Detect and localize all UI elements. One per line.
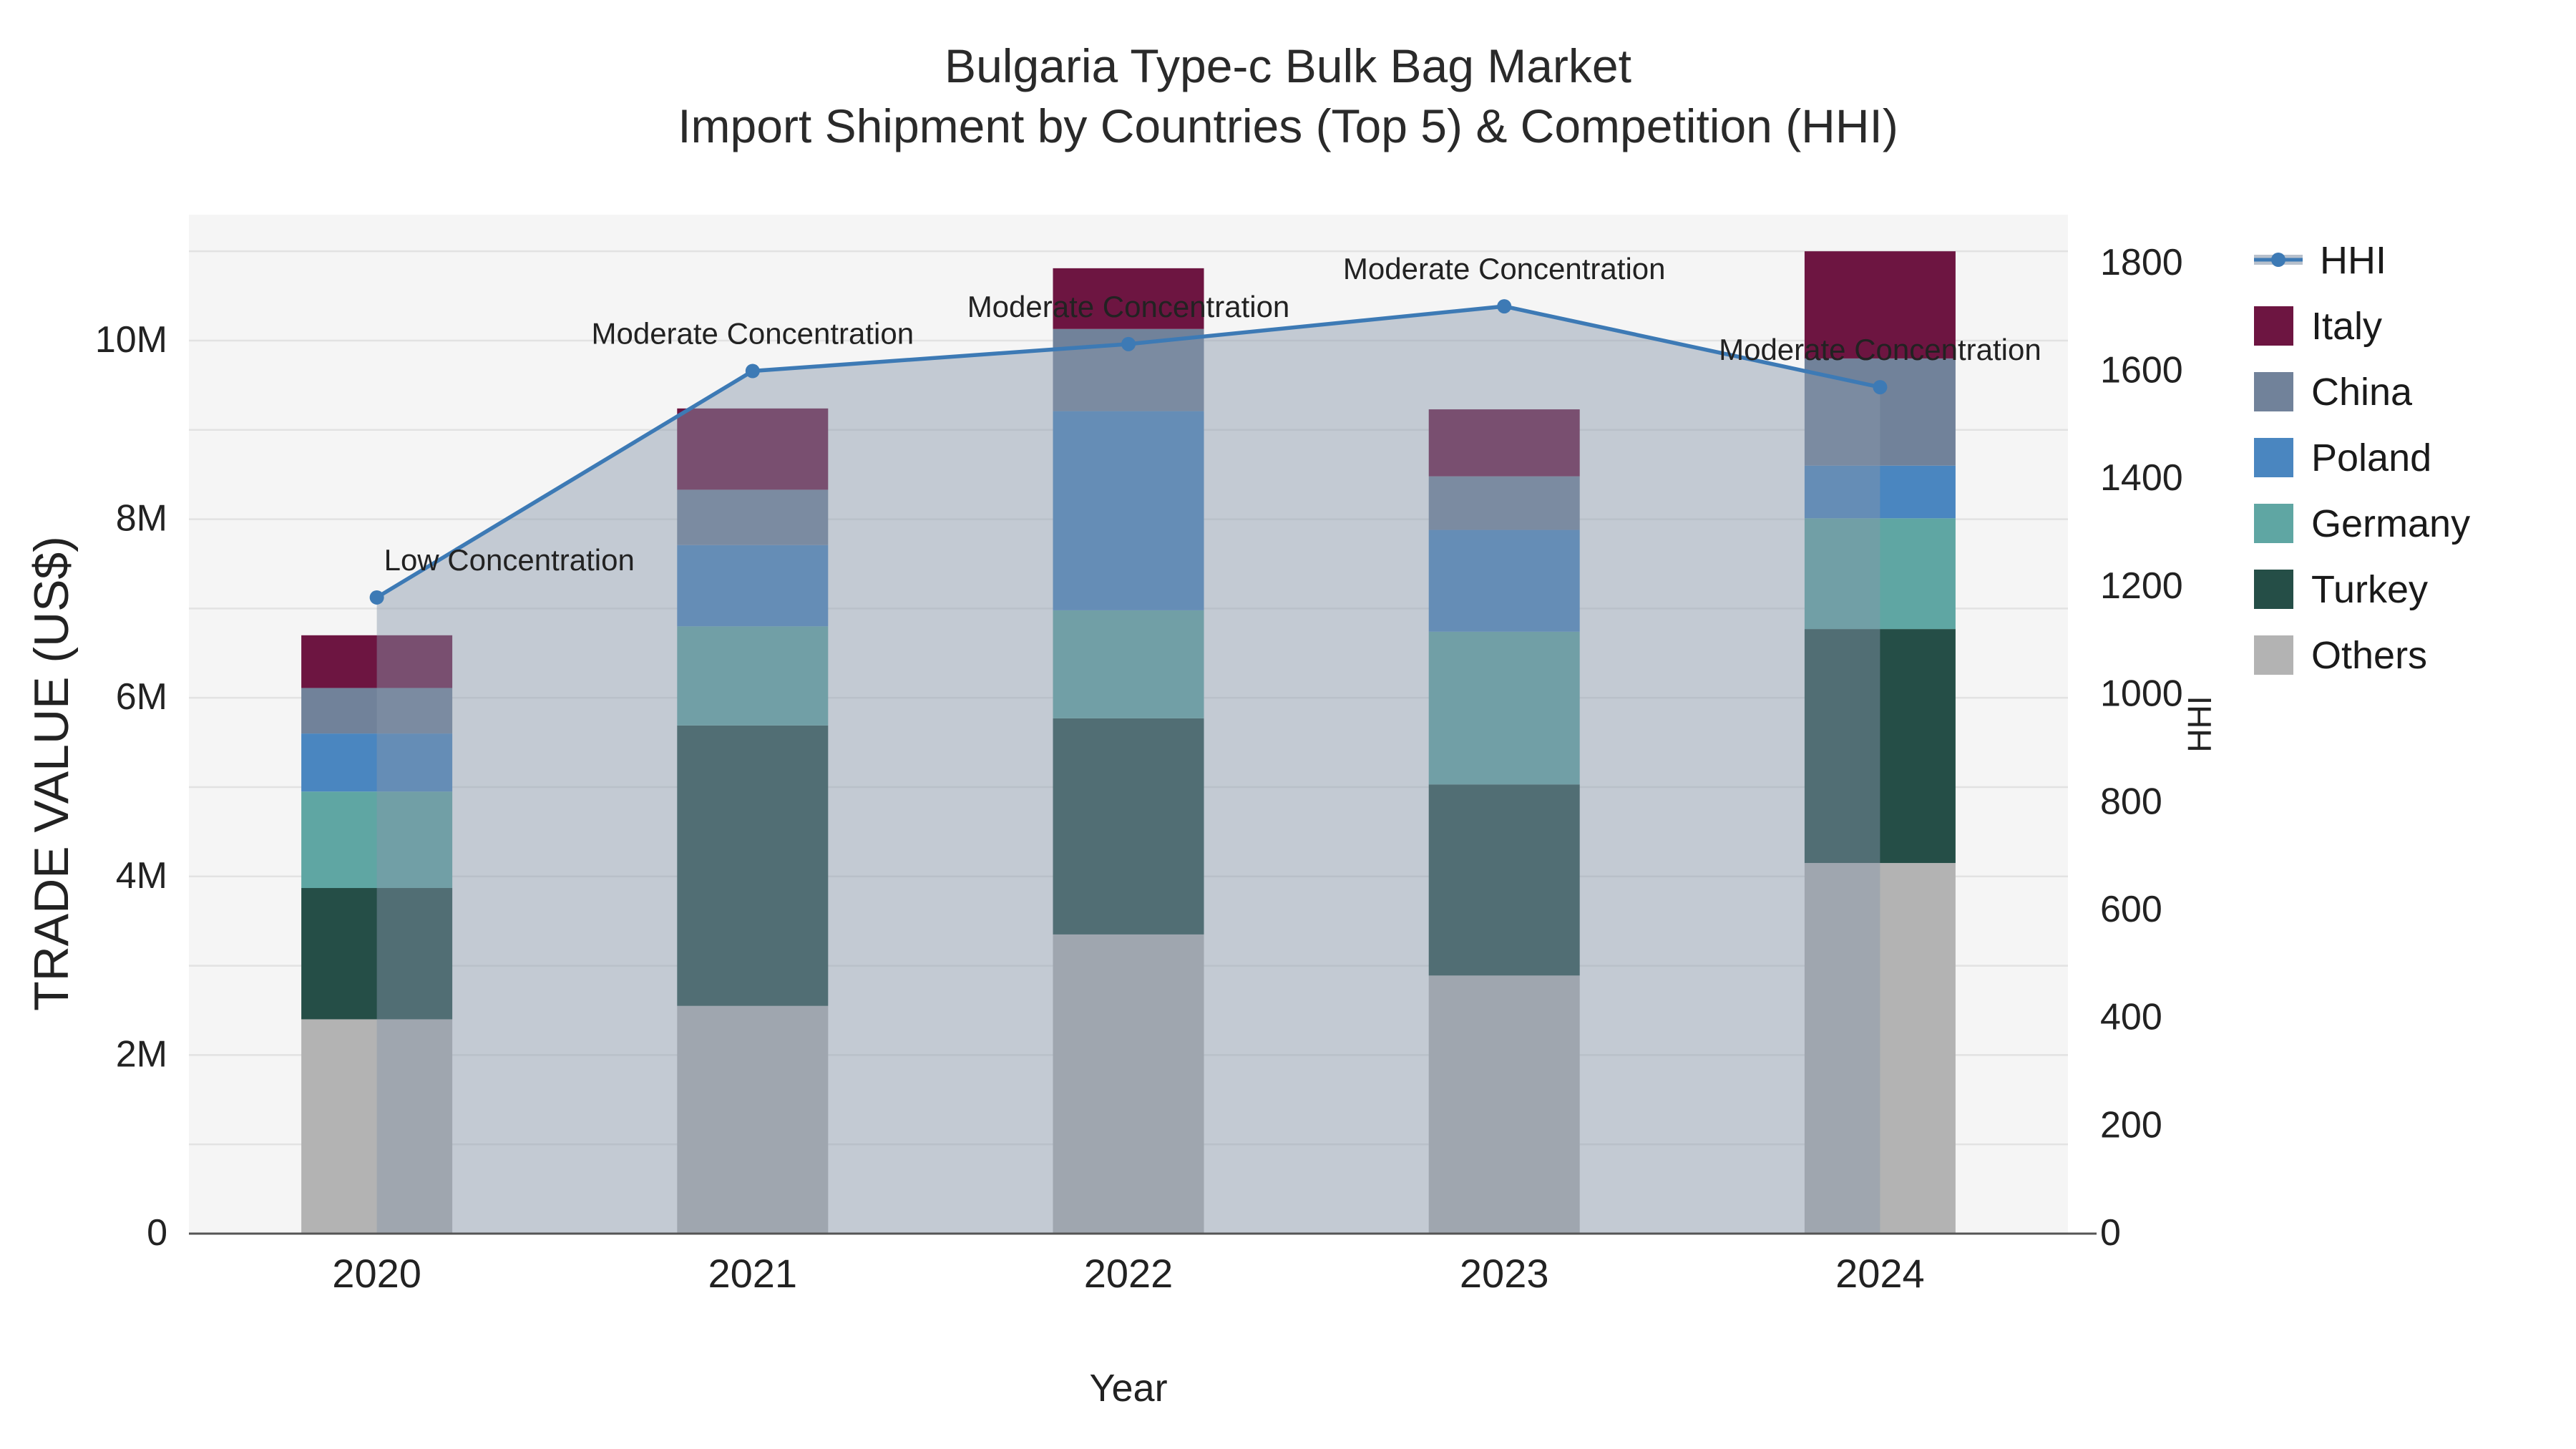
svg-text:Turkey: Turkey	[2311, 568, 2428, 611]
svg-text:2020: 2020	[332, 1251, 421, 1296]
svg-text:2M: 2M	[116, 1033, 167, 1075]
svg-text:1600: 1600	[2100, 350, 2183, 391]
svg-text:Moderate Concentration: Moderate Concentration	[591, 317, 914, 351]
svg-text:Moderate Concentration: Moderate Concentration	[1719, 333, 2041, 366]
svg-text:Year: Year	[1089, 1367, 1167, 1410]
svg-text:1000: 1000	[2100, 673, 2183, 715]
svg-text:1400: 1400	[2100, 457, 2183, 499]
svg-text:400: 400	[2100, 997, 2162, 1038]
svg-text:8M: 8M	[116, 498, 167, 540]
svg-text:2024: 2024	[1835, 1251, 1925, 1296]
svg-text:600: 600	[2100, 889, 2162, 930]
svg-text:Moderate Concentration: Moderate Concentration	[967, 290, 1290, 323]
svg-text:Italy: Italy	[2311, 305, 2382, 348]
svg-text:1200: 1200	[2100, 565, 2183, 607]
svg-text:2021: 2021	[708, 1251, 798, 1296]
svg-text:0: 0	[147, 1212, 167, 1254]
svg-text:10M: 10M	[95, 319, 167, 361]
svg-text:200: 200	[2100, 1104, 2162, 1146]
svg-text:HHI: HHI	[2181, 696, 2218, 752]
svg-text:Germany: Germany	[2311, 502, 2470, 545]
svg-text:800: 800	[2100, 781, 2162, 822]
svg-text:China: China	[2311, 371, 2413, 414]
svg-text:0: 0	[2100, 1212, 2121, 1254]
svg-text:Low Concentration: Low Concentration	[384, 543, 635, 577]
svg-text:1800: 1800	[2100, 242, 2183, 283]
svg-text:HHI: HHI	[2320, 239, 2386, 282]
svg-text:TRADE VALUE (US$): TRADE VALUE (US$)	[24, 536, 79, 1011]
svg-text:Moderate Concentration: Moderate Concentration	[1343, 252, 1666, 286]
svg-text:2023: 2023	[1460, 1251, 1549, 1296]
svg-text:2022: 2022	[1084, 1251, 1174, 1296]
svg-text:4M: 4M	[116, 855, 167, 897]
svg-text:Poland: Poland	[2311, 436, 2431, 479]
svg-text:Others: Others	[2311, 634, 2427, 677]
svg-text:6M: 6M	[116, 676, 167, 718]
